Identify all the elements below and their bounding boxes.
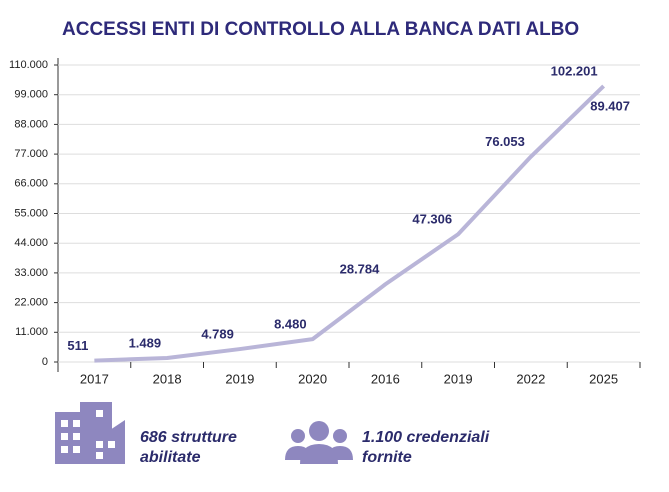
data-label: 8.480 (274, 317, 307, 332)
annotation: 89.407 (590, 98, 630, 113)
data-line (94, 84, 606, 363)
building-icon (55, 402, 125, 464)
x-tick-label: 2025 (589, 371, 618, 386)
data-label: 1.489 (129, 335, 162, 350)
y-tick-label: 55.000 (14, 207, 48, 219)
x-tick-label: 2018 (153, 371, 182, 386)
x-tick-label: 2020 (298, 371, 327, 386)
y-tick-label: 77.000 (14, 148, 48, 160)
y-tick-label: 0 (42, 356, 48, 368)
y-tick-label: 88.000 (14, 118, 48, 130)
y-tick-label: 99.000 (14, 89, 48, 101)
y-tick-label: 11.000 (15, 326, 48, 338)
x-tick-label: 2016 (371, 371, 400, 386)
footer-text: abilitate (140, 449, 201, 466)
data-label: 28.784 (340, 262, 381, 277)
footer-text: 686 strutture (140, 429, 237, 446)
y-tick-label: 110.000 (9, 59, 48, 71)
y-tick-label: 33.000 (14, 267, 48, 279)
x-tick-label: 2019 (444, 371, 473, 386)
x-tick-label: 2022 (516, 371, 545, 386)
data-label: 47.306 (412, 212, 452, 227)
chart-title: ACCESSI ENTI DI CONTROLLO ALLA BANCA DAT… (62, 19, 579, 40)
footer-text: fornite (362, 449, 412, 466)
footer-text: 1.100 credenziali (362, 429, 490, 446)
x-tick-label: 2019 (225, 371, 254, 386)
data-label: 76.053 (485, 134, 525, 149)
y-tick-label: 66.000 (14, 178, 48, 190)
data-label: 4.789 (201, 327, 234, 342)
y-tick-label: 44.000 (14, 237, 48, 249)
data-label: 102.201 (551, 63, 598, 78)
data-label: 511 (67, 338, 88, 353)
people-icon (285, 421, 353, 464)
y-tick-label: 22.000 (14, 297, 48, 309)
x-tick-label: 2017 (80, 371, 109, 386)
